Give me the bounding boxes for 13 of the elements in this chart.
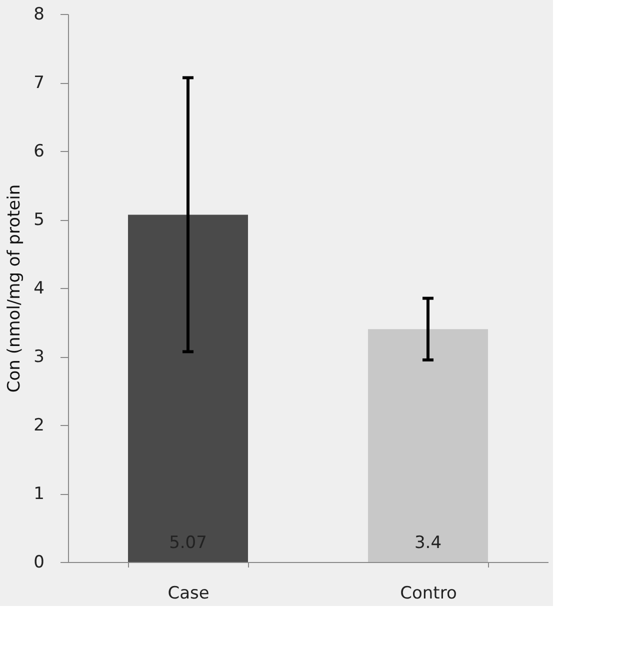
y-tick-label: 5 xyxy=(34,210,44,230)
data-label: 3.4 xyxy=(414,533,442,553)
y-tick-label: 2 xyxy=(34,416,44,436)
y-tick-label: 8 xyxy=(34,4,44,24)
y-axis-title: Con (nmol/mg of protein xyxy=(4,184,25,393)
y-tick-label: 1 xyxy=(34,484,44,504)
y-tick-label: 6 xyxy=(34,142,44,162)
x-tick-label: Case xyxy=(168,584,210,604)
y-tick-label: 7 xyxy=(34,73,44,93)
y-tick-label: 4 xyxy=(34,278,44,298)
y-tick-label: 0 xyxy=(34,552,44,572)
y-tick-label: 3 xyxy=(34,347,44,367)
x-tick-label: Contro xyxy=(400,584,457,604)
